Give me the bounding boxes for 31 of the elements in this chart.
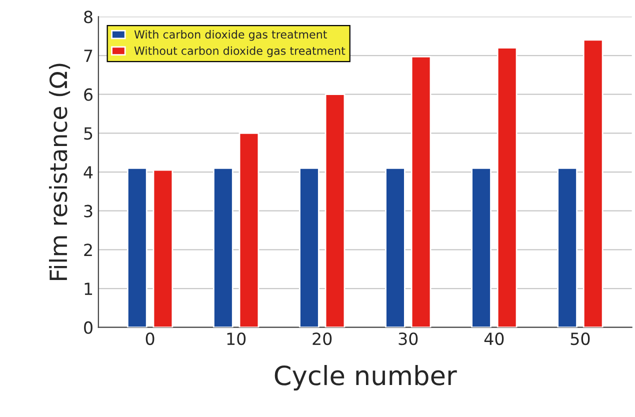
bar: [299, 167, 320, 328]
x-tick-label: 40: [484, 332, 504, 346]
x-tick-label: 0: [146, 332, 154, 346]
y-tick-label: 2: [84, 244, 92, 256]
bar: [213, 167, 234, 328]
y-tick-label: 4: [84, 166, 93, 178]
bar: [410, 56, 432, 328]
bar: [582, 39, 604, 328]
bar: [557, 167, 578, 328]
legend-label: Without carbon dioxide gas treatment: [134, 46, 346, 58]
y-tick-label: 8: [84, 10, 92, 24]
y-tick-label: 6: [84, 88, 93, 101]
y-tick-label: 5: [84, 127, 92, 140]
y-axis-title: Film resistance (Ω): [48, 64, 70, 280]
x-tick-label: 20: [312, 332, 332, 346]
x-tick-label: 50: [570, 332, 590, 346]
x-tick-label: 30: [398, 332, 418, 346]
legend-label: With carbon dioxide gas treatment: [134, 30, 327, 41]
bar: [126, 167, 148, 328]
x-tick-label: 10: [227, 332, 246, 346]
bar: [238, 132, 260, 328]
y-tick-label: 1: [84, 282, 92, 295]
bar: [496, 47, 518, 328]
y-tick-label: 3: [84, 204, 92, 218]
bar: [324, 94, 346, 328]
y-tick-label: 0: [84, 321, 92, 334]
bar: [471, 167, 492, 328]
bar: [385, 167, 406, 328]
bar: [152, 169, 174, 328]
x-axis-title: Cycle number: [274, 365, 457, 391]
y-tick-label: 7: [84, 50, 92, 62]
